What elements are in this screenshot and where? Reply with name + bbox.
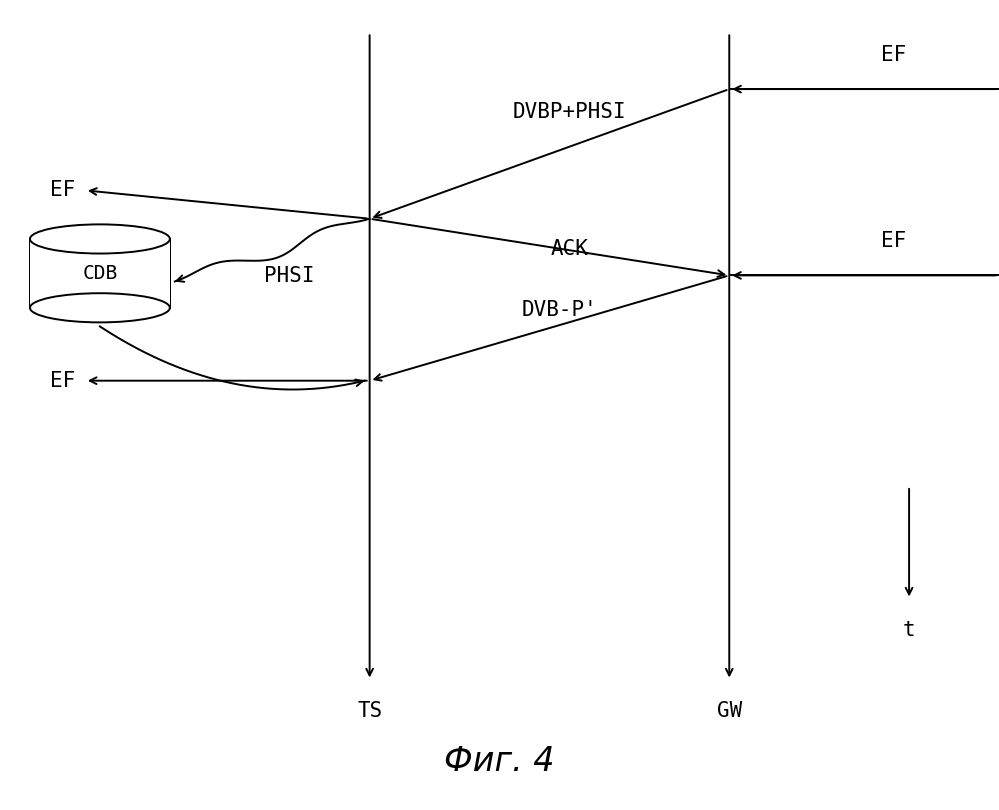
Text: DVB-P': DVB-P' bbox=[521, 300, 597, 320]
Text: EF: EF bbox=[50, 181, 75, 200]
Text: Фиг. 4: Фиг. 4 bbox=[445, 745, 554, 778]
Text: CDB: CDB bbox=[82, 264, 118, 283]
Text: TS: TS bbox=[357, 701, 383, 721]
Text: PHSI: PHSI bbox=[265, 266, 315, 286]
Text: EF: EF bbox=[881, 231, 907, 251]
Text: EF: EF bbox=[50, 371, 75, 390]
Text: t: t bbox=[903, 620, 915, 640]
Bar bbox=[30, 239, 170, 308]
Ellipse shape bbox=[30, 224, 170, 254]
Text: ACK: ACK bbox=[550, 239, 588, 259]
Text: EF: EF bbox=[881, 45, 907, 65]
Ellipse shape bbox=[30, 293, 170, 322]
Text: DVBP+PHSI: DVBP+PHSI bbox=[512, 101, 626, 122]
Text: GW: GW bbox=[716, 701, 742, 721]
